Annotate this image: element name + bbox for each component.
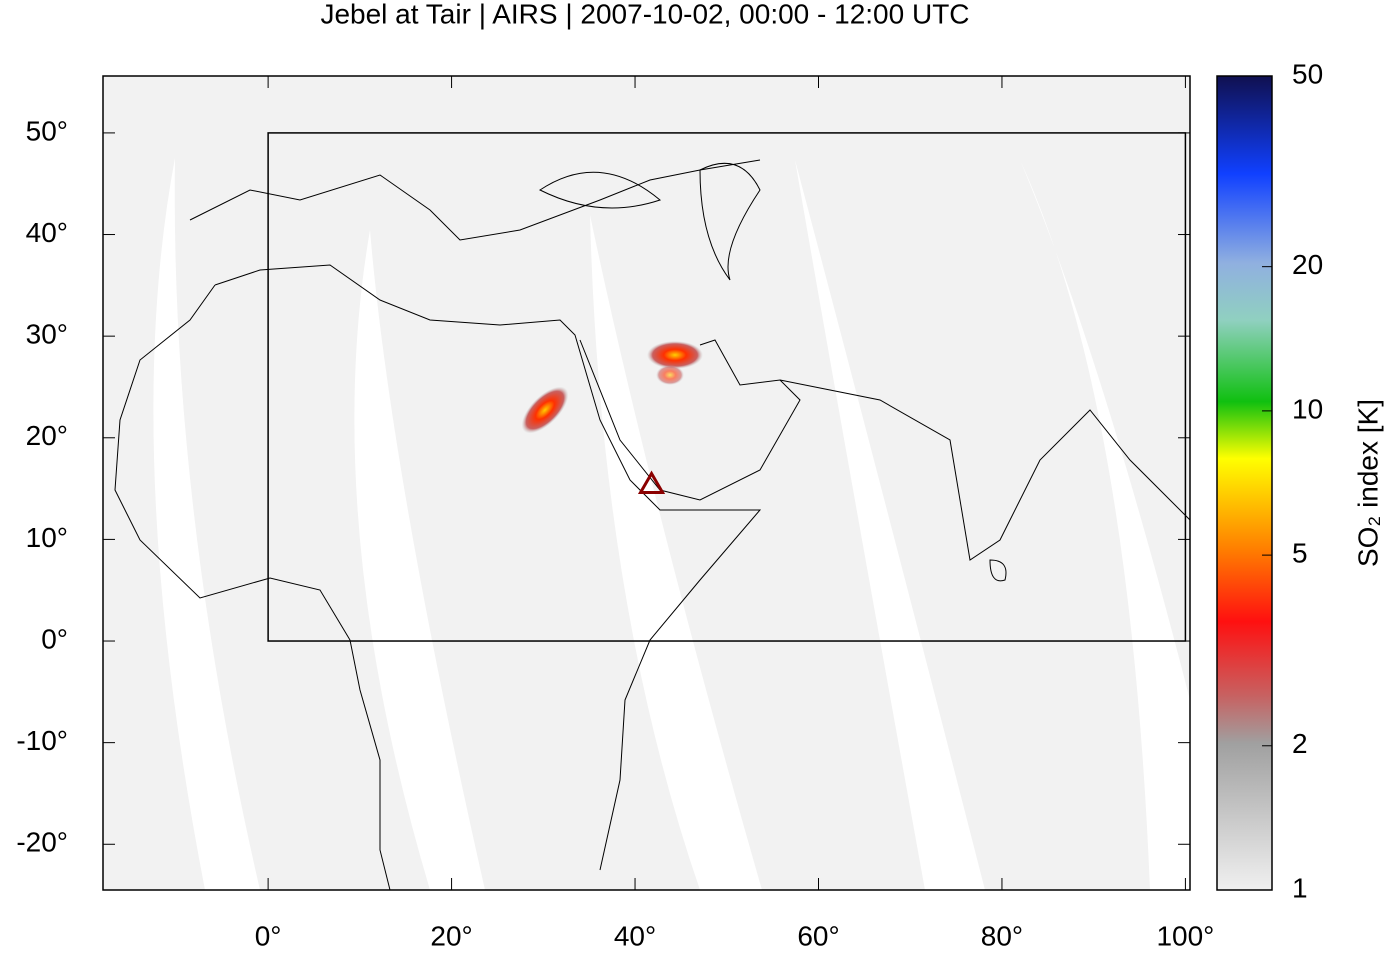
colorbar [1216,75,1273,891]
region-box [267,132,1187,642]
volcano-marker [637,470,666,495]
y-tick-label: 50° [26,115,68,146]
x-tick-label: 100° [1156,920,1214,950]
y-tick-label: 10° [26,522,68,553]
chart-title: Jebel at Tair | AIRS | 2007-10-02, 00:00… [320,0,969,29]
y-tick-label: -10° [16,725,68,756]
x-tick-label: 80° [981,920,1023,950]
colorbar-tick-label: 5 [1292,538,1308,569]
swath-gaps [153,158,1190,890]
y-tick-label: 30° [26,319,68,350]
x-tick-label: 20° [430,920,472,950]
colorbar-tick-label: 50 [1292,58,1323,89]
colorbar-tick-label: 1 [1292,872,1308,903]
so2-plumes [521,341,703,434]
plot-frame [102,75,1191,891]
y-tick-label: 0° [41,623,68,654]
x-tick-label: 40° [614,920,656,950]
colorbar-label: SO₂ index [K] [1352,399,1383,567]
colorbar-tick-label: 10 [1292,393,1323,424]
y-tick-label: 40° [26,217,68,248]
x-tick-label: 0° [255,920,282,950]
coastlines [114,159,1190,890]
y-tick-label: 20° [26,420,68,451]
x-tick-label: 60° [797,920,839,950]
y-tick-label: -20° [16,827,68,858]
colorbar-tick-label: 2 [1292,728,1308,759]
colorbar-tick-label: 20 [1292,249,1323,280]
map [103,76,1190,890]
